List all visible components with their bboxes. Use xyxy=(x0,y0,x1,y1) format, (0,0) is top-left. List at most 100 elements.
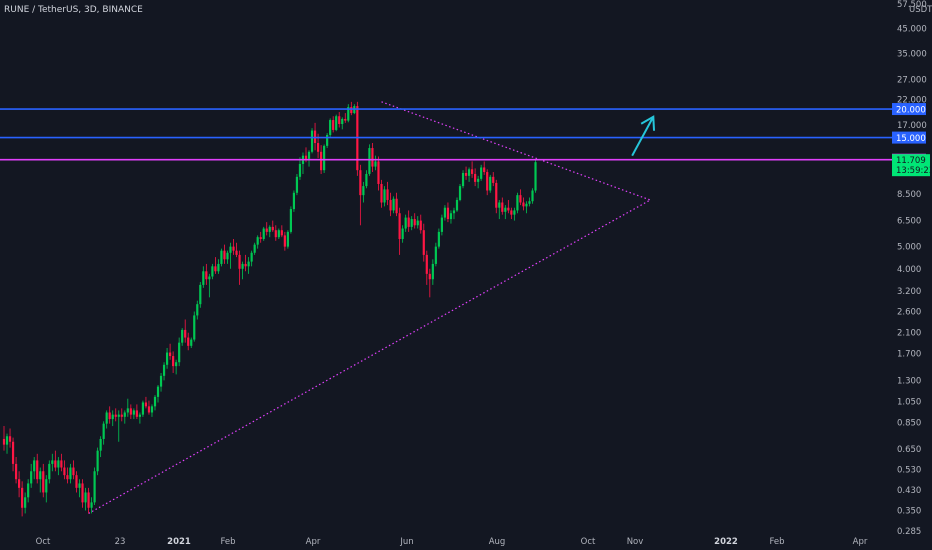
candle xyxy=(437,228,440,249)
price-axis[interactable]: 57.50045.00035.00027.00022.00017.00012.0… xyxy=(892,0,932,550)
candle xyxy=(313,122,317,151)
candle-body xyxy=(428,273,431,280)
candle xyxy=(72,460,75,480)
candle-body xyxy=(45,479,48,493)
candle xyxy=(522,197,525,211)
candle xyxy=(217,259,220,274)
candle xyxy=(298,157,302,180)
candle-body xyxy=(335,116,338,130)
candle xyxy=(519,189,522,206)
candle-body xyxy=(513,210,516,215)
candle xyxy=(307,150,311,167)
candle xyxy=(153,395,157,411)
time-tick-label: 23 xyxy=(115,537,126,547)
candle xyxy=(159,372,163,392)
candle-body xyxy=(138,414,141,417)
candle xyxy=(259,231,262,243)
candle xyxy=(534,158,537,193)
candle-body xyxy=(196,304,199,316)
candle-body xyxy=(102,423,105,439)
candle xyxy=(434,242,437,267)
candle xyxy=(371,143,374,173)
candle-body xyxy=(21,487,24,508)
candle-body xyxy=(96,450,99,472)
time-tick-label: Oct xyxy=(581,537,596,547)
arrow-layer xyxy=(631,115,656,157)
price-tick-label: 17.000 xyxy=(897,121,927,131)
candle-body xyxy=(78,483,81,488)
candle xyxy=(268,225,271,238)
candle xyxy=(510,207,513,220)
price-tick-label: 2.100 xyxy=(897,329,921,339)
candle-body xyxy=(117,414,120,417)
candle xyxy=(214,257,217,274)
candle xyxy=(326,133,329,149)
candle-body xyxy=(33,460,36,472)
candle xyxy=(280,225,283,238)
time-axis[interactable]: Oct 23 2021 Feb Apr Jun Aug Oct Nov 2022 Feb Apr xyxy=(36,537,868,547)
lower-trendline xyxy=(88,199,651,514)
candle xyxy=(344,113,347,123)
trendline-layer xyxy=(88,101,651,514)
candle xyxy=(428,268,431,298)
candle-body xyxy=(24,497,27,508)
candle-body xyxy=(464,172,468,176)
candle-body xyxy=(425,254,428,274)
candle-body xyxy=(326,134,329,146)
candle xyxy=(63,460,66,480)
price-tick-label: 0.530 xyxy=(897,465,921,475)
candle xyxy=(274,225,277,241)
price-tick-label: 8.500 xyxy=(897,190,921,200)
price-tick-label: 27.000 xyxy=(897,75,927,85)
candle-body xyxy=(534,162,537,191)
time-tick-label: Nov xyxy=(627,537,644,547)
candle xyxy=(229,242,232,269)
level-price-badge[interactable] xyxy=(892,103,926,116)
candle xyxy=(78,479,81,498)
time-tick-label: 2021 xyxy=(167,537,191,547)
candle xyxy=(365,170,368,189)
candle-body xyxy=(452,210,456,214)
candle xyxy=(495,179,498,214)
candle-body xyxy=(380,183,383,203)
candle xyxy=(467,167,471,182)
candle-body xyxy=(93,471,96,503)
candle-body xyxy=(431,263,434,280)
candle-body xyxy=(226,252,229,260)
price-tick-label: 0.350 xyxy=(897,507,921,517)
level-price-badge[interactable] xyxy=(892,131,926,144)
price-tick-label: 3.200 xyxy=(897,287,921,297)
last-price-badge[interactable] xyxy=(892,154,930,177)
price-tick-label: 22.000 xyxy=(897,96,927,106)
candle-body xyxy=(531,190,534,202)
candle xyxy=(126,398,129,417)
candle-body xyxy=(253,244,256,253)
candle-body xyxy=(123,412,126,417)
candle-body xyxy=(320,151,323,171)
candle xyxy=(87,487,90,514)
candle-body xyxy=(244,263,247,267)
price-tick-label: 0.430 xyxy=(897,486,921,496)
candle-body xyxy=(329,120,332,135)
candle-body xyxy=(60,460,63,468)
candle-body xyxy=(66,475,69,480)
candle xyxy=(205,263,208,285)
candle-body xyxy=(283,235,286,247)
candle xyxy=(310,128,314,154)
candle xyxy=(498,199,501,220)
candle xyxy=(401,225,404,243)
candle xyxy=(407,210,410,232)
candle-body xyxy=(48,463,51,480)
candle xyxy=(169,343,172,360)
price-unit-label: USDT xyxy=(909,5,932,15)
candle-body xyxy=(446,207,450,220)
candle-body xyxy=(386,189,389,200)
candle-body xyxy=(265,228,268,232)
candle-body xyxy=(235,250,238,255)
candle xyxy=(156,385,160,403)
candle-body xyxy=(395,198,398,214)
candle xyxy=(14,457,18,484)
candle-body xyxy=(75,475,78,488)
candle xyxy=(440,214,443,236)
